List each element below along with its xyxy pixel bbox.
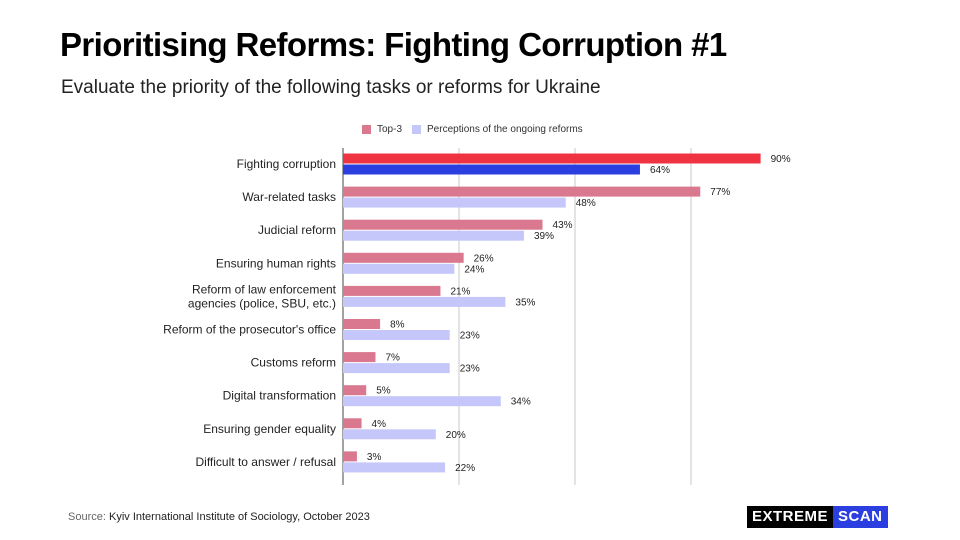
- data-label-perceptions: 39%: [534, 231, 554, 242]
- bar-perceptions: [343, 330, 450, 340]
- category-label: Reform of the prosecutor's office: [163, 323, 336, 337]
- bar-perceptions: [343, 396, 501, 407]
- category-label: Reform of law enforcement agencies (polic…: [188, 282, 337, 310]
- brand-logo: EXTREME SCAN: [747, 506, 888, 528]
- legend-label-perceptions: Perceptions of the ongoing reforms: [427, 124, 583, 135]
- data-label-perceptions: 24%: [464, 264, 484, 275]
- data-label-top3: 7%: [385, 353, 400, 364]
- logo-part-scan: SCAN: [833, 506, 888, 528]
- legend-swatch-top3: [362, 125, 371, 134]
- source-prefix: Source:: [68, 511, 106, 523]
- data-label-top3: 21%: [450, 286, 470, 297]
- bar-top3: [343, 319, 381, 329]
- data-label-perceptions: 23%: [460, 331, 480, 342]
- bar-top3: [343, 219, 543, 230]
- legend-swatch-perceptions: [412, 125, 422, 134]
- bar-top3: [343, 451, 357, 462]
- data-label-perceptions: 23%: [460, 364, 480, 375]
- data-label-top3: 43%: [553, 220, 573, 231]
- bar-top3: [343, 285, 441, 296]
- legend-label-top3: Top-3: [377, 124, 403, 135]
- source-text: Kyiv International Institute of Sociolog…: [108, 511, 370, 523]
- bar-perceptions: [343, 230, 524, 241]
- chart-legend: Top-3 Perceptions of the ongoing reforms: [362, 124, 593, 135]
- category-label: Judicial reform: [258, 223, 336, 237]
- data-label-top3: 8%: [390, 320, 405, 331]
- category-label: Customs reform: [251, 356, 336, 370]
- data-label-perceptions: 22%: [455, 463, 475, 474]
- bar-perceptions: [343, 197, 566, 208]
- data-label-perceptions: 20%: [446, 430, 466, 441]
- data-label-top3: 77%: [710, 187, 730, 198]
- page-subtitle: Evaluate the priority of the following t…: [61, 77, 601, 98]
- data-label-top3: 4%: [372, 419, 387, 430]
- bar-top3: [343, 252, 464, 263]
- bar-top3: [343, 418, 362, 429]
- data-label-perceptions: 34%: [511, 397, 531, 408]
- bar-perceptions: [343, 296, 506, 307]
- bar-perceptions: [343, 263, 455, 274]
- page-title: Prioritising Reforms: Fighting Corruptio…: [60, 26, 727, 63]
- legend-item-top3: Top-3: [362, 124, 402, 135]
- bar-perceptions: [343, 164, 640, 175]
- data-label-perceptions: 48%: [576, 198, 596, 209]
- data-label-top3: 3%: [367, 452, 382, 463]
- legend-item-perceptions: Perceptions of the ongoing reforms: [412, 124, 583, 135]
- category-label: War-related tasks: [242, 190, 336, 204]
- bar-top3: [343, 385, 367, 396]
- data-label-top3: 5%: [376, 386, 391, 397]
- bar-perceptions: [343, 363, 450, 374]
- bar-top3: [343, 352, 376, 363]
- bar-perceptions: [343, 429, 436, 440]
- source-note: Source: Kyiv International Institute of …: [68, 511, 370, 523]
- logo-part-extreme: EXTREME: [747, 506, 834, 528]
- bar-top3: [343, 153, 761, 164]
- category-label: Ensuring gender equality: [203, 422, 336, 436]
- category-label: Digital transformation: [223, 389, 336, 403]
- category-label: Fighting corruption: [237, 157, 336, 171]
- data-label-perceptions: 64%: [650, 165, 670, 176]
- bar-perceptions: [343, 462, 446, 473]
- data-label-top3: 90%: [771, 154, 791, 165]
- category-label: Difficult to answer / refusal: [195, 455, 336, 469]
- data-label-top3: 26%: [474, 253, 494, 264]
- data-label-perceptions: 35%: [515, 297, 535, 308]
- bar-top3: [343, 186, 701, 197]
- category-label: Ensuring human rights: [216, 256, 336, 270]
